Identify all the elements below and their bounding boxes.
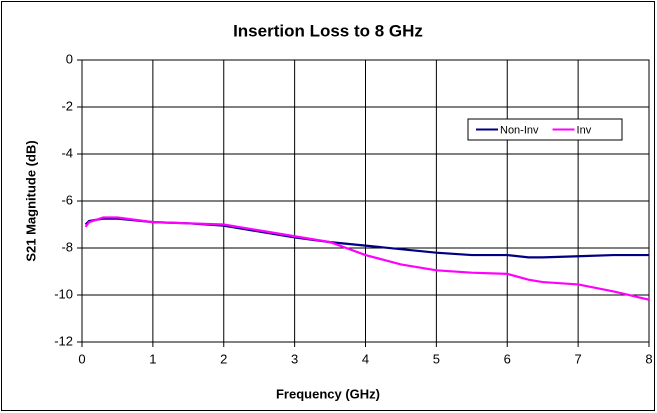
- x-tick-label: 1: [149, 351, 156, 366]
- legend-label: Non-Inv: [500, 124, 539, 136]
- y-tick-label: -2: [61, 98, 73, 113]
- y-tick-label: -12: [54, 333, 73, 348]
- x-tick-label: 4: [362, 351, 369, 366]
- y-tick-label: -6: [61, 192, 73, 207]
- x-tick-label: 2: [220, 351, 227, 366]
- legend-box: [467, 118, 623, 141]
- x-tick-label: 0: [78, 351, 85, 366]
- y-tick-label: 0: [66, 51, 73, 66]
- y-axis-label: S21 Magnitude (dB): [23, 140, 38, 261]
- chart-title: Insertion Loss to 8 GHz: [233, 21, 423, 40]
- y-tick-label: -8: [61, 239, 73, 254]
- x-tick-label: 5: [433, 351, 440, 366]
- x-tick-label: 8: [645, 351, 652, 366]
- y-tick-label: -10: [54, 286, 73, 301]
- series-line: [84, 216, 650, 301]
- x-tick-label: 7: [575, 351, 582, 366]
- x-axis-label: Frequency (GHz): [276, 386, 380, 401]
- y-tick-label: -4: [61, 145, 73, 160]
- x-tick-label: 3: [291, 351, 298, 366]
- legend-label: Inv: [577, 124, 592, 136]
- x-tick-label: 6: [504, 351, 511, 366]
